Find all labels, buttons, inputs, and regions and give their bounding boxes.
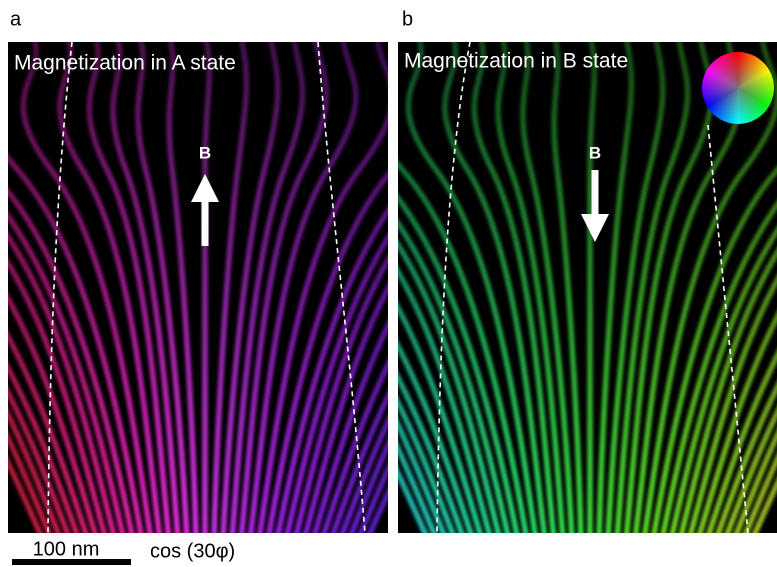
- field-label: B: [199, 143, 211, 162]
- scale-bar: [12, 559, 131, 565]
- caption: cos (30φ): [150, 540, 235, 562]
- figure: B B Magnetization in A state Magnetizati…: [0, 0, 777, 567]
- panel-label: b: [402, 8, 413, 30]
- field-label: B: [589, 143, 601, 162]
- color-wheel: [702, 52, 774, 124]
- scale-bar-label: 100 nm: [33, 538, 100, 560]
- panel-title: Magnetization in A state: [14, 52, 236, 75]
- panel-label: a: [10, 8, 22, 30]
- panel-title: Magnetization in B state: [404, 50, 628, 73]
- figure-canvas: B B Magnetization in A state Magnetizati…: [0, 0, 777, 567]
